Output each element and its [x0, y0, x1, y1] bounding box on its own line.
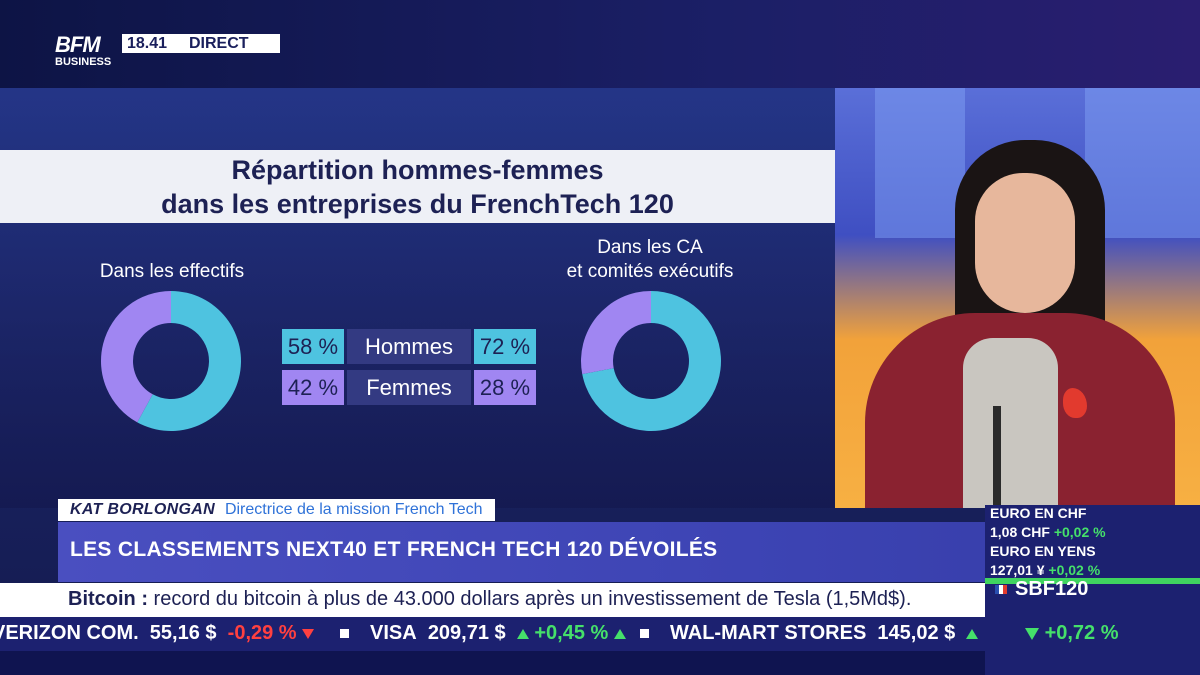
- graphic-title-line1: Répartition hommes-femmes: [231, 155, 604, 185]
- fx-chf-change: +0,02 %: [1053, 524, 1106, 540]
- femmes-ca-value: 28 %: [474, 370, 536, 405]
- down-arrow-icon: [1025, 627, 1039, 640]
- graphic-title-band: [0, 150, 835, 223]
- microphone: [993, 406, 1001, 506]
- donut-slice-hommes: [137, 291, 242, 431]
- market-name: VISA: [370, 622, 417, 644]
- headline: LES CLASSEMENTS NEXT40 ET FRENCH TECH 12…: [70, 538, 718, 561]
- ticker-topic: Bitcoin :: [68, 588, 148, 610]
- speaker-strip: KAT BORLONGAN Directrice de la mission F…: [58, 499, 495, 521]
- donut-slice-femmes: [581, 291, 651, 375]
- logo-bfm: BFM: [55, 32, 101, 57]
- speaker-name: KAT BORLONGAN: [70, 501, 215, 518]
- market-item-verizon: VERIZON COM. 55,16 $ -0,29 %: [0, 622, 315, 645]
- market-price: 55,16 $: [149, 622, 217, 644]
- down-arrow-icon: [302, 628, 315, 639]
- hommes-ca-value: 72 %: [474, 329, 536, 364]
- hommes-effectifs-value: 58 %: [282, 329, 344, 364]
- studio-video: [835, 88, 1200, 508]
- market-name: VERIZON COM.: [0, 622, 139, 644]
- up-arrow-icon: [966, 628, 979, 639]
- donut-slice-femmes: [101, 291, 171, 423]
- logo-business: BUSINESS: [55, 56, 112, 68]
- fx-yen-name: EURO EN YENS: [990, 543, 1096, 559]
- market-change: -0,29 %: [227, 622, 297, 644]
- news-ticker-text: Bitcoin : record du bitcoin à plus de 43…: [68, 588, 911, 611]
- index-panel: EURO EN CHF 1,08 CHF +0,02 % EURO EN YEN…: [985, 505, 1200, 675]
- market-price: 145,02 $: [877, 622, 956, 644]
- presenter-face: [975, 173, 1075, 313]
- fx-yen-change: +0,02 %: [1048, 562, 1101, 578]
- index-change: +0,72 %: [1025, 622, 1119, 645]
- market-item-visa: VISA 209,71 $ +0,45 %: [370, 622, 626, 645]
- up-arrow-icon: [516, 628, 529, 639]
- fx-chf-value-line: 1,08 CHF +0,02 %: [990, 524, 1106, 540]
- femmes-label: Femmes: [347, 370, 471, 405]
- market-item-walmart: WAL-MART STORES 145,02 $: [670, 622, 979, 645]
- index-name: SBF120: [1015, 578, 1089, 600]
- donut-chart-ca: [581, 291, 721, 431]
- index-divider: [985, 578, 1200, 584]
- news-ticker: [0, 583, 985, 617]
- fx-yen-value: 127,01 ¥: [990, 562, 1045, 578]
- presenter-shirt: [963, 338, 1058, 508]
- market-change: +0,45 %: [534, 622, 609, 644]
- right-chart-label-line1: Dans les CA: [597, 237, 703, 258]
- ticker-body: record du bitcoin à plus de 43.000 dolla…: [148, 588, 912, 610]
- live-time: 18.41: [127, 34, 168, 52]
- right-chart-label-line2: et comités exécutifs: [566, 261, 734, 282]
- market-price: 209,71 $: [427, 622, 506, 644]
- up-arrow-icon: [613, 628, 626, 639]
- rooster-pin-icon: [1063, 388, 1087, 418]
- donut-chart-effectifs: [101, 291, 242, 431]
- studio-panel: [875, 88, 965, 238]
- fx-chf-value: 1,08 CHF: [990, 524, 1050, 540]
- fx-yen-value-line: 127,01 ¥ +0,02 %: [990, 562, 1100, 578]
- index-change-value: +0,72 %: [1044, 622, 1119, 644]
- fx-yen-line: EURO EN YENS: [990, 543, 1096, 559]
- live-label: DIRECT: [189, 34, 249, 52]
- left-chart-label: Dans les effectifs: [99, 261, 245, 282]
- graphic-title-line2: dans les entreprises du FrenchTech 120: [161, 189, 674, 219]
- channel-logo: BFM BUSINESS: [55, 34, 119, 72]
- fx-chf-name: EURO EN CHF: [990, 505, 1087, 521]
- speaker-role: Directrice de la mission French Tech: [224, 501, 483, 518]
- market-name: WAL-MART STORES: [670, 622, 867, 644]
- separator-square-icon: [640, 629, 649, 638]
- graphic-title: Répartition hommes-femmes dans les entre…: [0, 150, 835, 221]
- separator-square-icon: [340, 629, 349, 638]
- femmes-effectifs-value: 42 %: [282, 370, 344, 405]
- live-badge: 18.41 DIRECT: [122, 34, 280, 53]
- hommes-label: Hommes: [347, 329, 471, 364]
- fx-chf-line: EURO EN CHF: [990, 505, 1086, 521]
- right-chart-label: Dans les CA et comités exécutifs: [540, 236, 760, 284]
- donut-slice-hommes: [582, 291, 721, 431]
- french-flag-icon: [995, 585, 1007, 594]
